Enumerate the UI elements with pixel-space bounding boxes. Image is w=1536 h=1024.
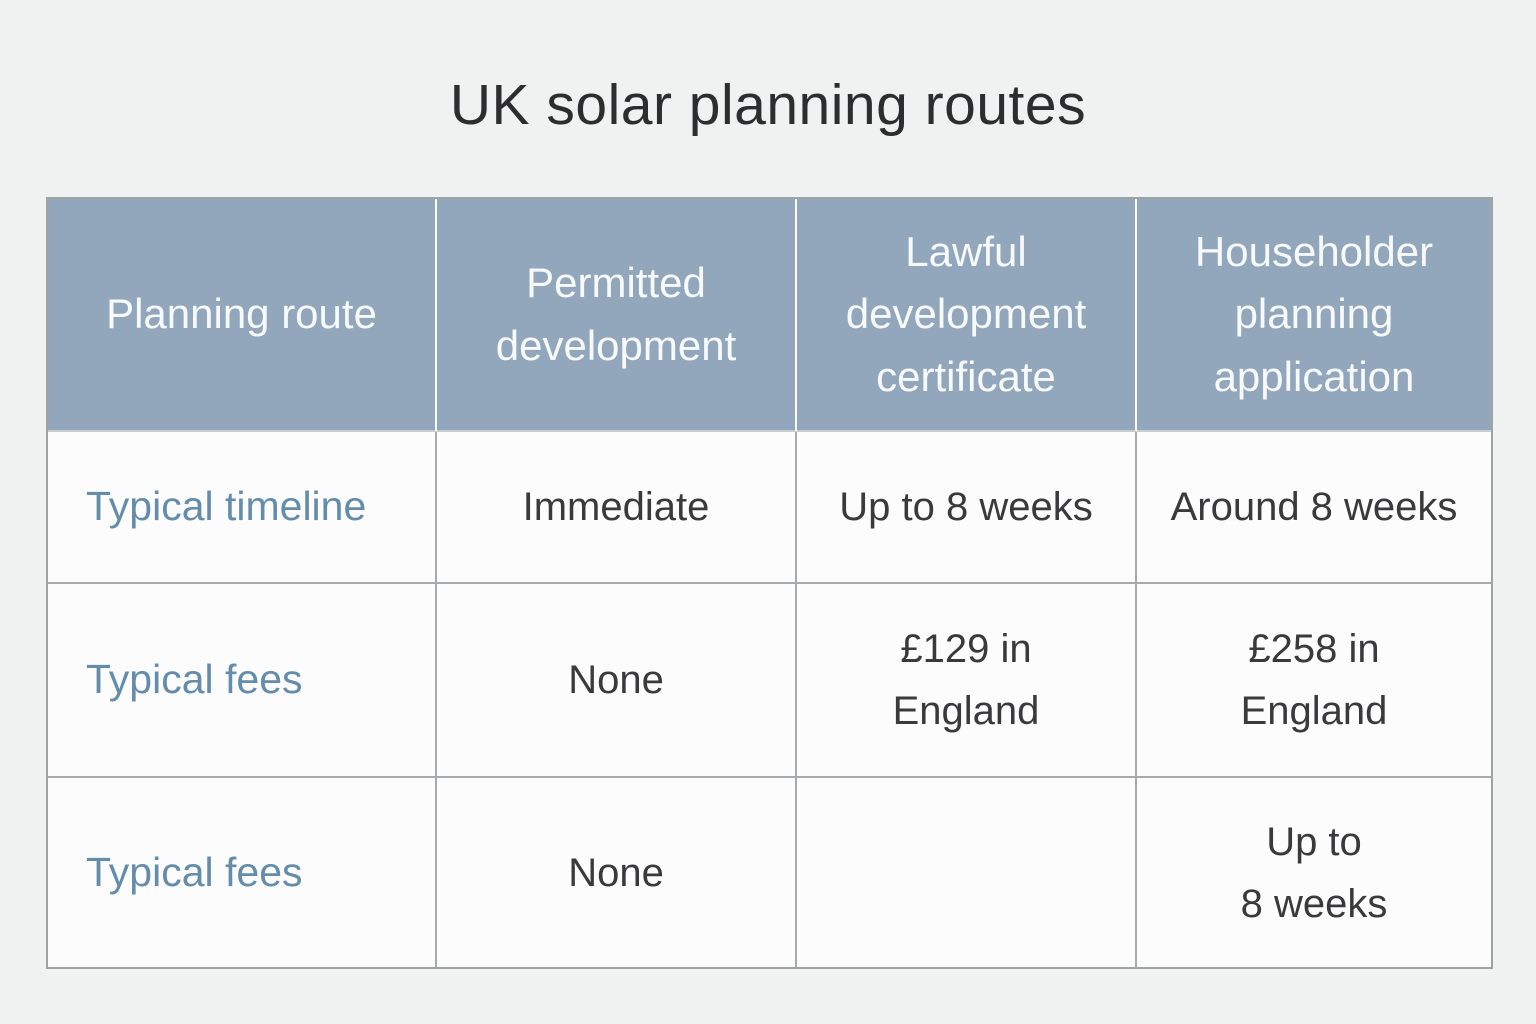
table-cell-timeline-lawful-development-certificate: Up to 8 weeks [797,432,1137,584]
table-cell-fees2-permitted-development: None [437,778,797,967]
table-cell-fees2-householder-planning-application: Up to 8 weeks [1137,778,1491,967]
header-cell-planning-route: Planning route [48,199,437,432]
row-label-typical-fees: Typical fees [48,584,437,778]
page-title: UK solar planning routes [449,73,1087,137]
table-cell-timeline-permitted-development: Immediate [437,432,797,584]
header-cell-lawful-development-certificate: Lawful development certificate [797,199,1137,432]
table-cell-fees-householder-planning-application: £258 in England [1137,584,1491,778]
planning-routes-table: Planning route Permitted development Law… [46,197,1493,969]
table-cell-fees2-lawful-development-certificate [797,778,1137,967]
table-cell-fees-lawful-development-certificate: £129 in England [797,584,1137,778]
header-cell-permitted-development: Permitted development [437,199,797,432]
header-cell-householder-planning-application: Householder planning application [1137,199,1491,432]
table-cell-fees-permitted-development: None [437,584,797,778]
table-cell-timeline-householder-planning-application: Around 8 weeks [1137,432,1491,584]
row-label-typical-fees-2: Typical fees [48,778,437,967]
row-label-typical-timeline: Typical timeline [48,432,437,584]
